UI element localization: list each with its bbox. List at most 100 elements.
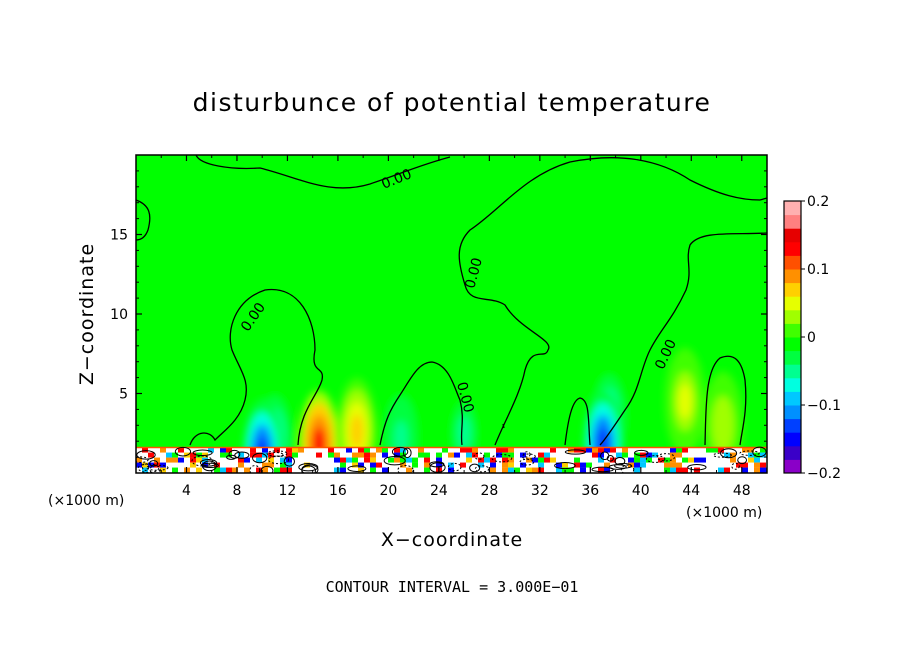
- x-unit-right: (×1000 m): [686, 505, 762, 521]
- surface-cell: [466, 447, 472, 453]
- surface-cell: [502, 447, 508, 453]
- surface-cell: [334, 457, 340, 463]
- surface-cell: [142, 462, 148, 468]
- surface-contour: [752, 446, 767, 458]
- surface-contour: [591, 466, 614, 473]
- contour-small-1: [564, 397, 591, 446]
- field-feature: [394, 420, 408, 456]
- surface-cell: [292, 447, 298, 453]
- surface-cell: [214, 462, 220, 468]
- surface-cell: [424, 467, 430, 473]
- surface-cell: [646, 452, 652, 458]
- surface-cell: [556, 462, 562, 468]
- surface-cell: [742, 447, 748, 453]
- surface-cell: [742, 467, 748, 473]
- surface-cell: [520, 462, 526, 468]
- surface-contour: [634, 449, 649, 456]
- surface-cell: [262, 462, 268, 468]
- x-tick-label: 36: [581, 483, 599, 499]
- surface-cell: [742, 462, 748, 468]
- colorbar-swatch: [784, 445, 801, 460]
- surface-cell: [226, 447, 232, 453]
- surface-cell: [232, 467, 238, 473]
- surface-cell: [214, 467, 220, 473]
- surface-cell: [340, 457, 346, 463]
- y-tick-label: 5: [119, 387, 128, 403]
- surface-cell: [598, 467, 604, 473]
- field-feature: [457, 416, 471, 451]
- surface-cell: [670, 457, 676, 463]
- surface-cell: [382, 467, 388, 473]
- surface-cell: [442, 447, 448, 453]
- contour-dot: [502, 423, 505, 429]
- surface-contour: [731, 462, 740, 470]
- surface-contour: [469, 463, 481, 473]
- surface-cell: [508, 452, 514, 458]
- surface-contour: [712, 452, 732, 458]
- surface-cell: [220, 467, 226, 473]
- y-tick-label: 15: [110, 228, 128, 244]
- surface-cell: [718, 467, 724, 473]
- y-tick-label: 10: [110, 307, 128, 323]
- colorbar-swatch: [784, 228, 801, 243]
- surface-cell: [268, 462, 274, 468]
- surface-cell: [298, 447, 304, 453]
- surface-cell: [754, 452, 760, 458]
- surface-cell: [646, 457, 652, 463]
- chart-title: disturbunce of potential temperature: [193, 88, 712, 117]
- contour-top: [195, 155, 451, 189]
- surface-cell: [472, 447, 478, 453]
- surface-cell: [172, 457, 178, 463]
- surface-contour: [554, 462, 576, 470]
- surface-cell: [136, 457, 142, 463]
- surface-contour: [402, 447, 412, 459]
- surface-cell: [496, 452, 502, 458]
- surface-cell: [190, 462, 196, 468]
- surface-cell: [502, 467, 508, 473]
- surface-cell: [286, 447, 292, 453]
- surface-cell: [418, 447, 424, 453]
- surface-cell: [280, 462, 286, 468]
- surface-cell: [328, 452, 334, 458]
- surface-cell: [568, 467, 574, 473]
- contour-plume-mid: [379, 361, 463, 446]
- surface-cell: [238, 462, 244, 468]
- colorbar-tick-label: −0.2: [807, 466, 841, 482]
- x-tick-label: 20: [379, 483, 397, 499]
- surface-cell: [580, 467, 586, 473]
- surface-cell: [172, 452, 178, 458]
- surface-cell: [640, 457, 646, 463]
- surface-contour: [202, 460, 217, 472]
- surface-cell: [400, 457, 406, 463]
- surface-contour: [687, 464, 707, 471]
- surface-cell: [526, 467, 532, 473]
- surface-cell: [382, 447, 388, 453]
- surface-cell: [544, 452, 550, 458]
- surface-contour: [266, 450, 288, 457]
- surface-contour: [720, 448, 738, 459]
- surface-cell: [136, 462, 142, 468]
- colorbar-swatch: [784, 255, 801, 270]
- surface-cell: [544, 457, 550, 463]
- surface-cell: [592, 452, 598, 458]
- surface-contour: [656, 453, 675, 462]
- surface-contour: [228, 449, 241, 459]
- surface-cell: [676, 462, 682, 468]
- surface-cell: [238, 457, 244, 463]
- surface-cell: [664, 462, 670, 468]
- contour-interval-note: CONTOUR INTERVAL = 3.000E−01: [326, 578, 579, 596]
- surface-cell: [376, 447, 382, 453]
- surface-cell: [574, 457, 580, 463]
- surface-cell: [658, 457, 664, 463]
- surface-cell: [316, 452, 322, 458]
- colorbar-tick-label: 0.1: [807, 262, 829, 278]
- colorbar-swatch: [784, 432, 801, 447]
- surface-cell: [586, 447, 592, 453]
- colorbar-swatch: [784, 377, 801, 392]
- surface-cell: [682, 447, 688, 453]
- colorbar-swatch: [784, 350, 801, 365]
- surface-cell: [592, 447, 598, 453]
- surface-cell: [508, 467, 514, 473]
- surface-cell: [364, 457, 370, 463]
- colorbar-swatch: [784, 269, 801, 284]
